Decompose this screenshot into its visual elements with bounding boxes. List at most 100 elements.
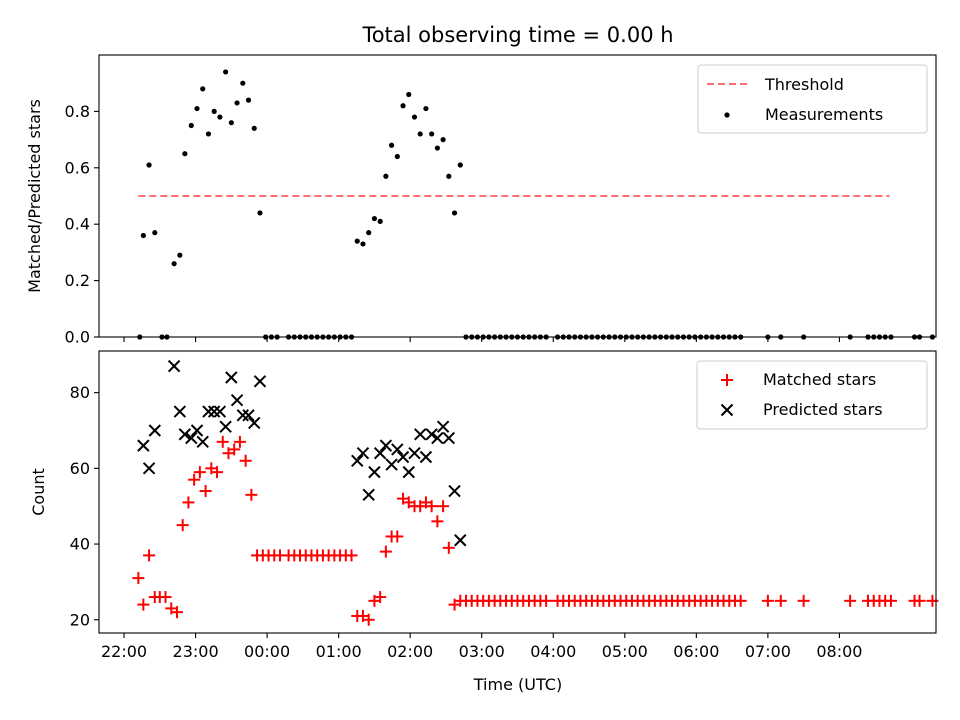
measurement-point bbox=[440, 137, 446, 143]
legend-threshold-label: Threshold bbox=[764, 75, 844, 94]
predicted-point-stroke bbox=[419, 450, 433, 464]
matched-point bbox=[143, 549, 156, 562]
measurement-point bbox=[257, 210, 263, 216]
top-ytick-label: 0.0 bbox=[65, 328, 90, 347]
xtick-label: 01:00 bbox=[316, 642, 362, 661]
predicted-point bbox=[196, 435, 209, 449]
legend-measurements-swatch bbox=[724, 112, 730, 118]
matched-point bbox=[913, 594, 926, 607]
measurement-point bbox=[211, 108, 217, 114]
matched-point bbox=[228, 443, 241, 456]
predicted-point-stroke bbox=[368, 465, 381, 479]
matched-point bbox=[159, 591, 172, 604]
measurement-point bbox=[146, 162, 152, 168]
predicted-point bbox=[414, 428, 427, 441]
predicted-point-stroke bbox=[408, 446, 421, 460]
measurement-point bbox=[171, 261, 177, 267]
bottom-legend-box bbox=[696, 360, 928, 430]
bottom-ytick-label: 20 bbox=[70, 610, 90, 629]
predicted-point bbox=[207, 405, 221, 418]
measurement-point bbox=[152, 230, 158, 236]
measurement-point bbox=[394, 153, 400, 160]
predicted-point-stroke bbox=[213, 405, 227, 418]
measurement-point bbox=[194, 105, 200, 112]
top-legend: Threshold Measurements bbox=[697, 64, 928, 134]
predicted-point-stroke bbox=[253, 375, 267, 388]
predicted-point bbox=[225, 371, 238, 384]
measurement-point bbox=[429, 131, 435, 137]
x-axis-label: Time (UTC) bbox=[473, 675, 562, 694]
predicted-point-stroke bbox=[219, 420, 232, 433]
measurement-point bbox=[200, 86, 206, 92]
predicted-point-stroke bbox=[225, 371, 238, 384]
predicted-point bbox=[431, 431, 444, 445]
predicted-point-stroke bbox=[178, 428, 192, 441]
legend-predicted-marker-stroke bbox=[720, 403, 734, 417]
matched-point bbox=[437, 500, 450, 513]
top-legend-box bbox=[697, 64, 928, 134]
measurement-point bbox=[140, 232, 146, 239]
measurement-point bbox=[240, 80, 246, 86]
matched-point bbox=[774, 594, 787, 607]
xtick-label: 04:00 bbox=[530, 642, 576, 661]
predicted-point-stroke bbox=[362, 488, 375, 502]
measurement-point bbox=[245, 97, 252, 103]
predicted-point bbox=[373, 446, 387, 460]
predicted-point-stroke bbox=[248, 416, 261, 430]
predicted-point bbox=[253, 375, 267, 388]
predicted-point bbox=[356, 446, 370, 460]
legend-matched-swatch bbox=[721, 374, 733, 386]
matched-point bbox=[137, 598, 150, 611]
predicted-point-stroke bbox=[196, 435, 209, 449]
bottom-ytick-label: 60 bbox=[70, 459, 90, 478]
predicted-point-stroke bbox=[202, 405, 215, 418]
bottom-y-axis-label: Count bbox=[29, 468, 48, 516]
xtick-label: 22:00 bbox=[101, 642, 147, 661]
xtick-label: 23:00 bbox=[173, 642, 219, 661]
measurement-point bbox=[451, 210, 458, 216]
matched-point bbox=[442, 541, 455, 554]
predicted-point bbox=[385, 458, 398, 471]
measurement-point bbox=[446, 173, 452, 179]
predicted-point bbox=[362, 488, 375, 502]
measurement-point bbox=[423, 105, 429, 112]
legend-matched-marker bbox=[721, 374, 733, 386]
measurement-point bbox=[388, 142, 395, 148]
measurement-point bbox=[411, 114, 418, 120]
matched-point bbox=[193, 466, 206, 479]
predicted-point-stroke bbox=[137, 439, 150, 452]
predicted-point-stroke bbox=[425, 428, 438, 441]
measurement-point bbox=[417, 131, 423, 137]
predicted-point bbox=[230, 394, 244, 407]
top-yticks: 0.0 0.2 0.4 0.6 0.8 bbox=[65, 102, 99, 347]
measurement-point bbox=[228, 120, 234, 126]
predicted-point bbox=[173, 405, 187, 418]
measurement-point bbox=[366, 230, 372, 236]
predicted-point-stroke bbox=[356, 446, 370, 460]
predicted-point-stroke bbox=[448, 484, 461, 498]
predicted-point bbox=[448, 484, 461, 498]
predicted-point-stroke bbox=[454, 534, 467, 547]
matched-point bbox=[734, 594, 747, 607]
predicted-point-stroke bbox=[190, 424, 204, 437]
predicted-point-stroke bbox=[396, 450, 410, 464]
bottom-ytick-label: 40 bbox=[70, 535, 90, 554]
predicted-point-stroke bbox=[442, 431, 456, 445]
xtick-label: 00:00 bbox=[244, 642, 290, 661]
predicted-point bbox=[425, 428, 438, 441]
measurement-point bbox=[251, 125, 257, 131]
measurement-point bbox=[205, 131, 212, 137]
predicted-point-stroke bbox=[436, 420, 450, 433]
predicted-point-stroke bbox=[230, 394, 244, 407]
predicted-point-stroke bbox=[373, 446, 387, 460]
legend-predicted-label: Predicted stars bbox=[763, 400, 883, 419]
matched-point bbox=[926, 594, 939, 607]
predicted-point bbox=[219, 420, 232, 433]
matched-point bbox=[211, 466, 224, 479]
bottom-yticks: 20 40 60 80 bbox=[70, 383, 99, 629]
measurement-point bbox=[188, 122, 194, 129]
predicted-point bbox=[190, 424, 204, 437]
top-ytick-label: 0.8 bbox=[65, 102, 90, 121]
predicted-point-stroke bbox=[207, 405, 221, 418]
